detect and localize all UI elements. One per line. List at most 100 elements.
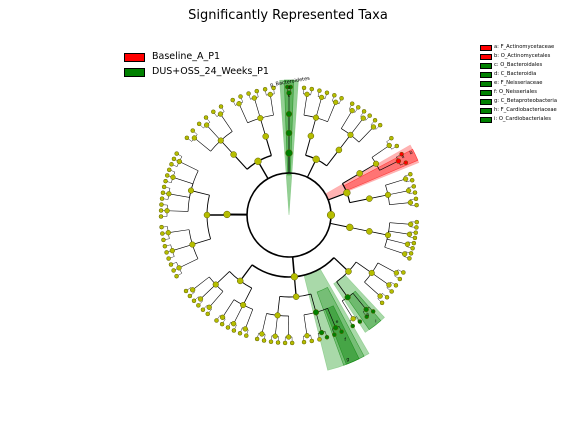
family-node bbox=[166, 191, 172, 197]
order-node bbox=[212, 281, 219, 288]
family-node bbox=[164, 208, 170, 214]
branch-class bbox=[349, 198, 370, 204]
order-node bbox=[274, 312, 281, 319]
class-node bbox=[292, 293, 300, 300]
genus-node bbox=[158, 214, 164, 219]
clade-label-h: h bbox=[366, 312, 369, 318]
order-node bbox=[384, 191, 392, 198]
genus-node bbox=[218, 104, 224, 109]
branch-family bbox=[389, 222, 411, 225]
key-swatch-h bbox=[480, 108, 492, 114]
genus-node bbox=[408, 171, 413, 177]
family-node bbox=[402, 176, 409, 182]
genus-node bbox=[355, 105, 361, 110]
genus-node bbox=[231, 328, 237, 333]
order-node bbox=[372, 160, 380, 167]
phylum-node bbox=[312, 155, 320, 163]
branch-family bbox=[220, 113, 233, 132]
genus-node bbox=[407, 256, 412, 261]
genus-node bbox=[399, 151, 404, 157]
branch-family bbox=[384, 246, 405, 255]
branch-family bbox=[327, 308, 336, 328]
genus-node bbox=[262, 87, 268, 92]
key-label-b: b: O_Actinomycetales bbox=[494, 53, 551, 59]
order-node bbox=[368, 269, 375, 276]
genus-node bbox=[200, 307, 206, 312]
genus-node bbox=[411, 240, 417, 246]
genus-node bbox=[410, 246, 415, 251]
order-node bbox=[347, 131, 354, 138]
clade-label-e: e bbox=[336, 320, 339, 325]
genus-node bbox=[219, 321, 225, 327]
branch-family bbox=[371, 145, 390, 158]
class-node bbox=[356, 170, 363, 177]
family-node bbox=[217, 111, 224, 117]
order-node bbox=[217, 137, 224, 144]
genus-node bbox=[205, 311, 210, 317]
genus-node bbox=[413, 230, 419, 235]
branch-class bbox=[233, 154, 248, 170]
key-label-d: d: C_Bacteroidia bbox=[494, 71, 537, 77]
family-node bbox=[242, 326, 248, 332]
genus-node bbox=[317, 88, 322, 93]
genus-node bbox=[168, 262, 174, 267]
family-node bbox=[170, 174, 176, 180]
clade-label-f: f bbox=[344, 337, 346, 343]
family-node bbox=[377, 293, 383, 299]
branch-family bbox=[172, 177, 194, 185]
family-node bbox=[370, 124, 377, 130]
family-node bbox=[267, 91, 273, 98]
clade-label-i: i bbox=[375, 318, 376, 324]
genus-node bbox=[187, 293, 193, 299]
family-node bbox=[407, 221, 414, 227]
branch-class bbox=[326, 149, 340, 167]
family-node bbox=[407, 199, 414, 206]
family-node bbox=[206, 304, 212, 310]
genus-node bbox=[268, 339, 274, 344]
family-node bbox=[363, 306, 369, 313]
legend-swatch-baseline bbox=[124, 53, 145, 62]
genus-node bbox=[317, 337, 322, 342]
branch-order bbox=[310, 293, 317, 313]
key-label-h: h: F_Cardiobacteriaceae bbox=[494, 107, 557, 113]
branch-family bbox=[194, 137, 211, 152]
family-node bbox=[219, 314, 226, 320]
branch-family bbox=[269, 94, 274, 116]
class-node bbox=[307, 132, 315, 140]
class-node bbox=[262, 133, 269, 140]
branch-class bbox=[239, 264, 253, 282]
branch-class bbox=[333, 257, 349, 272]
branch-family bbox=[172, 244, 193, 251]
genus-node bbox=[238, 94, 243, 99]
genus-node bbox=[171, 268, 176, 273]
branch-family bbox=[303, 94, 308, 116]
genus-node bbox=[372, 118, 378, 123]
genus-node bbox=[389, 135, 394, 141]
key-label-f: f: O_Neisseriales bbox=[494, 89, 537, 95]
genus-node bbox=[244, 333, 249, 338]
genus-node bbox=[162, 243, 168, 249]
genus-node bbox=[357, 319, 363, 324]
genus-node bbox=[282, 340, 288, 346]
genus-node bbox=[339, 96, 344, 101]
genus-node bbox=[412, 190, 418, 195]
class-node bbox=[230, 151, 237, 158]
clade-label-c: c bbox=[288, 94, 291, 99]
genus-node bbox=[393, 283, 399, 288]
key-swatch-g bbox=[480, 99, 492, 105]
genus-node bbox=[159, 196, 165, 201]
genus-node bbox=[160, 190, 166, 196]
genus-node bbox=[163, 178, 168, 184]
family-node bbox=[189, 287, 196, 293]
genus-node bbox=[174, 151, 179, 156]
genus-node bbox=[414, 219, 420, 225]
branch-class-arc bbox=[251, 264, 295, 278]
order-node bbox=[189, 241, 196, 248]
genus-node bbox=[183, 288, 189, 294]
genus-node bbox=[397, 276, 403, 282]
branch-order-arc bbox=[206, 214, 212, 240]
branch-family bbox=[341, 110, 353, 129]
genus-node bbox=[254, 88, 260, 94]
class-node bbox=[335, 146, 343, 154]
clade-label-b: b bbox=[409, 150, 414, 157]
